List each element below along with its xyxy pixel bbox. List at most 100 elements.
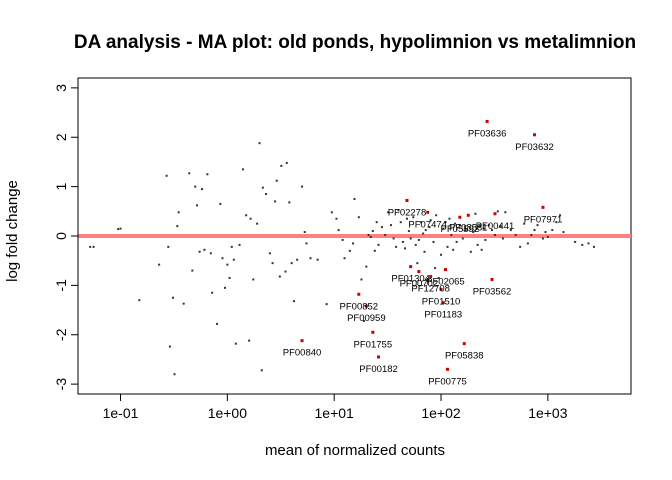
- data-point: [165, 174, 168, 177]
- data-point: [230, 245, 233, 248]
- data-point: [258, 142, 261, 145]
- data-point: [275, 179, 278, 182]
- significant-point: [443, 268, 447, 272]
- data-point: [380, 226, 383, 229]
- data-point: [474, 212, 477, 215]
- data-point: [435, 214, 438, 217]
- data-point: [194, 185, 197, 188]
- point-label: PF00441: [476, 221, 515, 232]
- data-point: [167, 245, 170, 248]
- data-point: [412, 216, 415, 219]
- data-point: [278, 275, 281, 278]
- data-point: [352, 242, 355, 245]
- point-label: PF01755: [354, 339, 393, 350]
- data-point: [444, 221, 447, 224]
- x-tick-label: 1e-01: [103, 405, 139, 421]
- data-point: [384, 234, 387, 237]
- y-tick-label: -2: [53, 328, 69, 341]
- data-point: [367, 234, 370, 237]
- point-label: PF03632: [515, 142, 554, 153]
- point-label: PF01304: [391, 274, 430, 285]
- data-point: [316, 258, 319, 261]
- x-tick-label: 1e+01: [315, 405, 355, 421]
- point-label: PF03636: [468, 128, 507, 139]
- data-point: [523, 222, 526, 225]
- data-point: [117, 228, 120, 231]
- data-point: [284, 270, 287, 273]
- data-point: [209, 252, 212, 255]
- data-point: [551, 229, 554, 232]
- data-point: [562, 231, 565, 234]
- data-point: [405, 217, 408, 220]
- data-point: [546, 235, 549, 238]
- chart-title: DA analysis - MA plot: old ponds, hypoli…: [74, 32, 636, 53]
- y-tick-label: 2: [53, 133, 69, 141]
- data-point: [232, 258, 235, 261]
- data-point: [92, 245, 95, 248]
- data-point: [285, 161, 288, 164]
- data-point: [264, 193, 267, 196]
- data-point: [426, 278, 429, 281]
- significant-point: [409, 265, 413, 269]
- x-axis-label: mean of normalized counts: [265, 442, 445, 459]
- point-label: PF05838: [445, 351, 484, 362]
- significant-point: [300, 339, 304, 343]
- data-point: [268, 252, 271, 255]
- data-point: [437, 276, 440, 279]
- data-point: [173, 373, 176, 376]
- data-point: [303, 231, 306, 234]
- point-label: PF08531: [449, 222, 488, 233]
- data-point: [172, 296, 175, 299]
- data-point: [533, 229, 536, 232]
- data-point: [493, 234, 496, 237]
- data-point: [458, 224, 461, 227]
- data-point: [442, 227, 445, 230]
- data-point: [219, 202, 222, 205]
- data-point: [480, 248, 483, 251]
- data-point: [260, 369, 263, 372]
- y-tick-label: -1: [53, 279, 69, 292]
- point-label: PF00182: [359, 364, 398, 375]
- data-point: [335, 217, 338, 220]
- data-point: [519, 245, 522, 248]
- data-point: [252, 278, 255, 281]
- data-point: [168, 345, 171, 348]
- data-point: [414, 243, 417, 246]
- data-point: [182, 302, 185, 305]
- point-label: PF01510: [422, 296, 461, 307]
- significant-point: [441, 301, 445, 305]
- data-point: [330, 211, 333, 214]
- y-axis-label: log fold change: [4, 180, 21, 282]
- data-point: [574, 240, 577, 243]
- point-label: PF00840: [283, 348, 322, 359]
- data-point: [455, 240, 458, 243]
- point-label: PF02278: [388, 207, 427, 218]
- data-point: [530, 234, 533, 237]
- data-point: [305, 242, 308, 245]
- point-label: PF03562: [473, 286, 512, 297]
- data-point: [196, 204, 199, 207]
- data-point: [469, 250, 472, 253]
- significant-point: [493, 212, 497, 216]
- point-label: PF02065: [426, 277, 465, 288]
- significant-point: [417, 270, 421, 274]
- data-point: [417, 238, 420, 241]
- significant-point: [377, 355, 381, 359]
- data-point: [559, 214, 562, 217]
- data-point: [249, 217, 252, 220]
- data-point: [416, 262, 419, 265]
- x-tick-label: 1e+00: [208, 405, 248, 421]
- data-point: [271, 262, 274, 265]
- data-point: [301, 185, 304, 188]
- data-point: [407, 230, 410, 233]
- data-point: [198, 250, 201, 253]
- x-tick-label: 1e+02: [421, 405, 461, 421]
- significant-point: [446, 367, 450, 371]
- significant-point: [426, 210, 430, 214]
- data-point: [395, 245, 398, 248]
- data-point: [360, 278, 363, 281]
- data-point: [369, 235, 372, 238]
- data-point: [472, 231, 475, 234]
